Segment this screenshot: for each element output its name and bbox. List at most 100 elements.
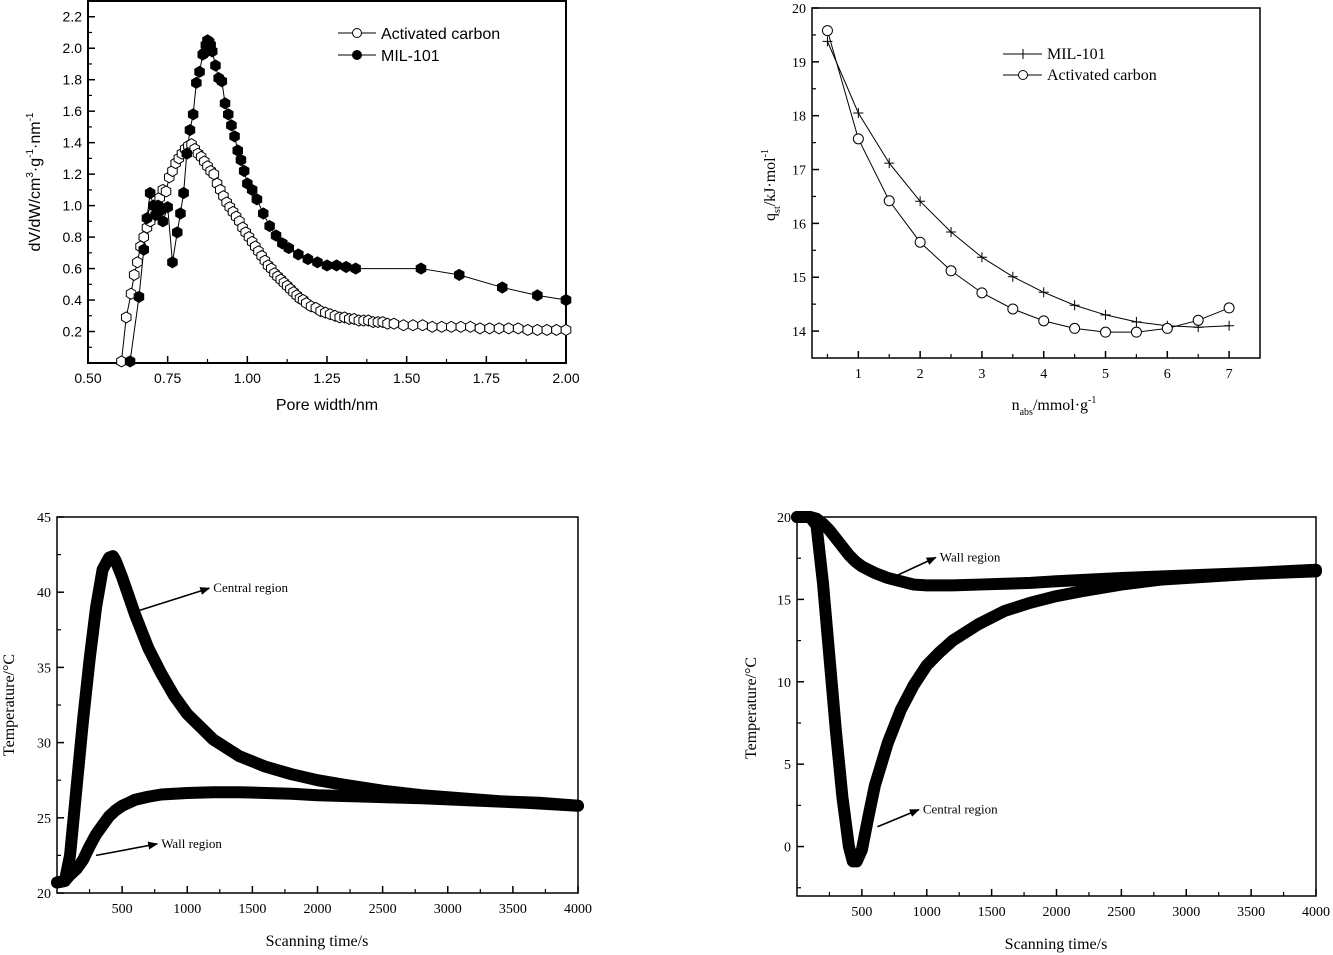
x-tick-label: 2500 — [369, 902, 397, 917]
data-point — [1100, 309, 1111, 320]
data-point — [331, 259, 342, 272]
plot-frame — [56, 516, 579, 894]
data-point — [454, 268, 465, 281]
annotation-arrow — [134, 587, 211, 613]
annotation-label: Central region — [213, 580, 288, 595]
filled-circle-marker-icon — [352, 50, 362, 60]
data-point — [1224, 320, 1235, 331]
y-tick-label: 40 — [37, 586, 51, 601]
annotations: Wall region Central region — [877, 549, 1001, 828]
x-tick-label: 3 — [978, 367, 985, 382]
y-tick-label: 35 — [37, 661, 51, 676]
data-point — [465, 320, 476, 333]
data-point — [503, 322, 514, 335]
x-tick-label: 1.75 — [473, 370, 500, 386]
chart-pore-distribution: 0.50 0.75 1.00 1.25 1.50 1.75 2.00 0.2 0.4 0.6 0.8… — [25, 0, 580, 414]
series-lines — [826, 30, 1230, 333]
x-tick-label: 500 — [851, 905, 872, 920]
data-point — [436, 320, 447, 333]
data-point — [133, 290, 145, 303]
data-point — [522, 323, 533, 336]
data-point — [235, 153, 247, 167]
annotations: Central region Wall region — [95, 580, 289, 857]
series-line-wall-region — [51, 786, 584, 889]
data-point — [1161, 322, 1173, 334]
x-tick-label: 2000 — [304, 902, 332, 917]
chart-isosteric-heat: 1 2 3 4 5 6 7 14 15 16 17 18 19 20 MIL-101 Activated … — [760, 2, 1261, 418]
data-point — [181, 147, 192, 160]
data-point — [822, 36, 833, 47]
data-point — [175, 207, 186, 220]
open-circle-marker-icon — [352, 28, 362, 38]
data-point — [417, 319, 428, 332]
x-tick-label: 3500 — [1237, 905, 1265, 920]
legend-item-mil-101: MIL-101 — [1003, 46, 1106, 63]
x-tick-label: 1 — [855, 367, 862, 382]
y-tick-label: 20 — [792, 2, 806, 17]
data-point — [162, 201, 173, 214]
data-point — [883, 195, 895, 207]
x-tick-label: 1000 — [173, 902, 201, 917]
y-tick-label: 1.6 — [63, 103, 83, 119]
y-axis-label: Temperature/°C — [1, 654, 18, 756]
legend-label: MIL-101 — [1047, 46, 1106, 63]
series-line-mil-101 — [129, 39, 567, 362]
y-tick-label: 1.2 — [63, 166, 83, 182]
annotation-arrow — [95, 841, 159, 857]
data-point — [210, 59, 221, 72]
data-point — [116, 355, 127, 368]
data-point — [340, 260, 352, 274]
data-point — [852, 133, 864, 145]
data-point — [283, 242, 294, 255]
data-point — [141, 212, 153, 225]
data-point — [976, 287, 988, 299]
x-axis-label: Pore width/nm — [276, 397, 378, 414]
x-tick-label: 3000 — [1172, 905, 1200, 920]
x-tick-label: 1.00 — [234, 370, 261, 386]
x-tick-label: 500 — [112, 902, 133, 917]
axes: 500 1000 1500 2000 2500 3000 3500 4000 0 5 10 15 20 — [777, 511, 1330, 920]
data-point — [207, 45, 218, 58]
x-tick-label: 2000 — [1043, 905, 1071, 920]
x-tick-label: 2500 — [1107, 905, 1135, 920]
legend-item-mil-101: MIL-101 — [338, 48, 440, 65]
data-point — [293, 248, 304, 261]
x-tick-label: 4000 — [564, 902, 592, 917]
data-point — [512, 322, 524, 335]
data-point — [238, 164, 250, 178]
chart-temperature-adsorption: 500 1000 1500 2000 2500 3000 3500 4000 20 25 30 35 4… — [1, 511, 592, 950]
data-point — [1038, 287, 1049, 298]
y-tick-label: 15 — [792, 271, 806, 286]
legend-item-activated-carbon: Activated carbon — [338, 26, 500, 43]
y-axis-label: Temperature/°C — [743, 657, 760, 759]
data-point — [167, 256, 178, 269]
y-tick-label: 2.0 — [63, 40, 83, 56]
series-line-wall-region — [791, 511, 1322, 592]
y-tick-label: 20 — [777, 511, 791, 526]
x-tick-label: 4 — [1040, 367, 1047, 382]
legend: Activated carbon MIL-101 — [338, 26, 500, 65]
data-point — [219, 97, 231, 110]
data-point — [560, 293, 572, 307]
series-line-activated-carbon — [826, 30, 1230, 333]
open-circle-marker-icon — [1018, 70, 1028, 80]
annotation-arrow — [887, 556, 937, 581]
data-point — [194, 65, 205, 78]
x-axis-label: nabs/mmol·g-1 — [1012, 395, 1097, 418]
data-point — [945, 265, 957, 277]
x-tick-label: 7 — [1226, 367, 1233, 382]
data-point — [191, 76, 202, 89]
x-tick-label: 3000 — [434, 902, 462, 917]
axes: 1 2 3 4 5 6 7 14 15 16 17 18 19 20 — [792, 2, 1233, 382]
data-point — [302, 253, 314, 266]
annotation-arrow — [877, 808, 920, 828]
data-point — [497, 281, 508, 294]
data-point — [251, 193, 263, 206]
series-lines — [51, 550, 584, 889]
data-point — [853, 108, 864, 118]
data-point — [321, 259, 333, 272]
y-tick-label: 30 — [37, 737, 51, 752]
data-point — [1069, 322, 1081, 334]
y-tick-label: 15 — [777, 593, 791, 608]
